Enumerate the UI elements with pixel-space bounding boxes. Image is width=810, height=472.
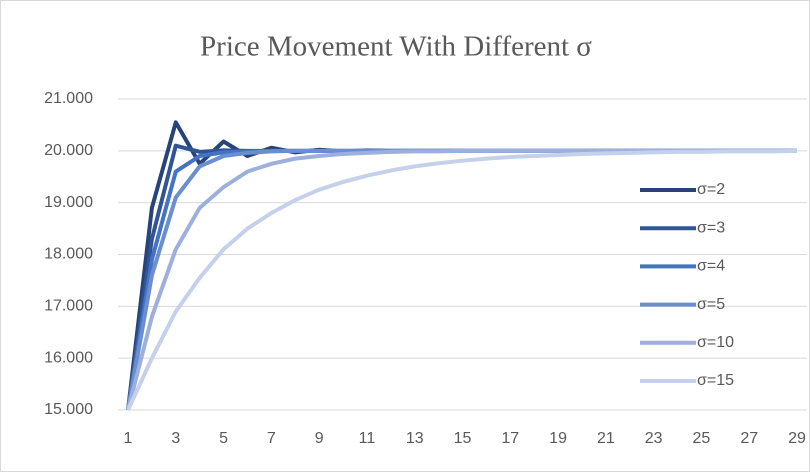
- y-tick-label: 15.000: [44, 401, 93, 418]
- legend-label: σ=2: [697, 181, 725, 198]
- x-tick-label: 27: [740, 430, 758, 447]
- y-tick-label: 18.000: [44, 246, 93, 263]
- legend-label: σ=15: [697, 372, 734, 389]
- y-tick-label: 16.000: [44, 349, 93, 366]
- x-tick-label: 9: [315, 430, 324, 447]
- x-tick-label: 7: [267, 430, 276, 447]
- x-tick-label: 21: [597, 430, 615, 447]
- series-line: [126, 148, 798, 411]
- legend-label: σ=4: [697, 258, 725, 275]
- x-tick-label: 17: [501, 430, 519, 447]
- x-tick-label: 29: [788, 430, 806, 447]
- x-tick-label: 19: [549, 430, 567, 447]
- y-tick-label: 20.000: [44, 142, 93, 159]
- y-tick-label: 17.000: [44, 298, 93, 315]
- x-tick-label: 15: [454, 430, 472, 447]
- legend-label: σ=10: [697, 334, 734, 351]
- x-tick-label: 11: [359, 430, 376, 447]
- x-tick-label: 5: [219, 430, 228, 447]
- legend-label: σ=3: [697, 219, 725, 236]
- x-tick-label: 25: [693, 430, 711, 447]
- x-tick-label: 3: [171, 430, 180, 447]
- y-tick-label: 21.000: [44, 90, 93, 107]
- y-tick-label: 19.000: [44, 194, 93, 211]
- x-tick-label: 1: [124, 430, 133, 447]
- chart-title: Price Movement With Different σ: [200, 31, 592, 63]
- x-tick-label: 13: [406, 430, 424, 447]
- legend-label: σ=5: [697, 296, 725, 313]
- x-tick-label: 23: [645, 430, 663, 447]
